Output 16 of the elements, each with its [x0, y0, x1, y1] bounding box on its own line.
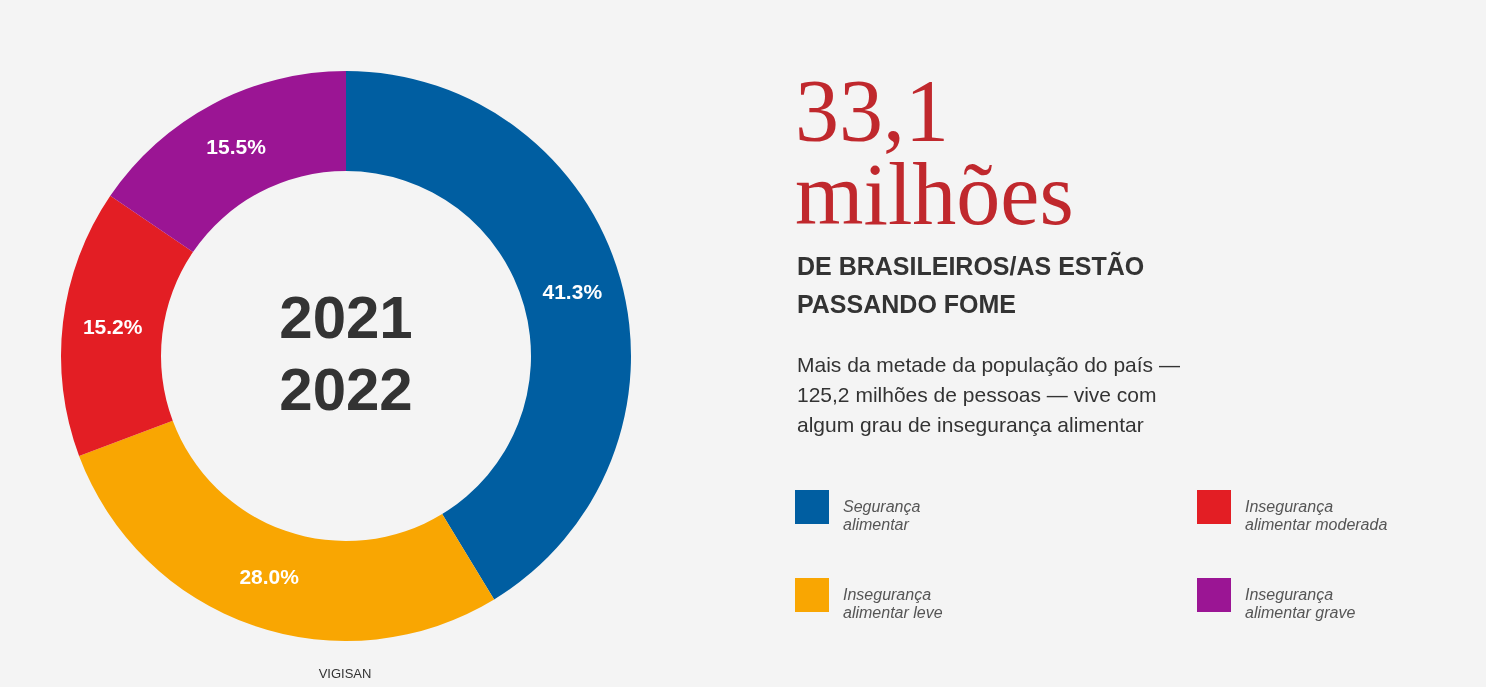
data-label: 41.3% [542, 279, 603, 303]
data-label: 15.2% [82, 315, 143, 339]
legend-label: Insegurança alimentar grave [1245, 586, 1356, 621]
donut-slice [61, 195, 193, 456]
text: DE BRASILEIROS/AS ESTÃO PASSANDO FOME [797, 251, 1145, 318]
text: 2021 2022 [279, 284, 413, 423]
data-label: 28.0% [239, 565, 300, 589]
donut-slice [110, 71, 346, 253]
data-label: 15.5% [206, 135, 267, 159]
text: VIGISAN [318, 666, 372, 681]
legend-label: Insegurança alimentar leve [843, 586, 943, 621]
chart-title: 33,1 milhões [795, 62, 1074, 243]
legend-label: Segurança alimentar [843, 498, 921, 533]
legend-label: Insegurança alimentar moderada [1245, 498, 1388, 533]
text: Mais da metade da população do país — 125,2 milhões de pessoas — vive com algum grau de insegurança alimentar [797, 353, 1180, 436]
donut-slice [79, 420, 495, 641]
